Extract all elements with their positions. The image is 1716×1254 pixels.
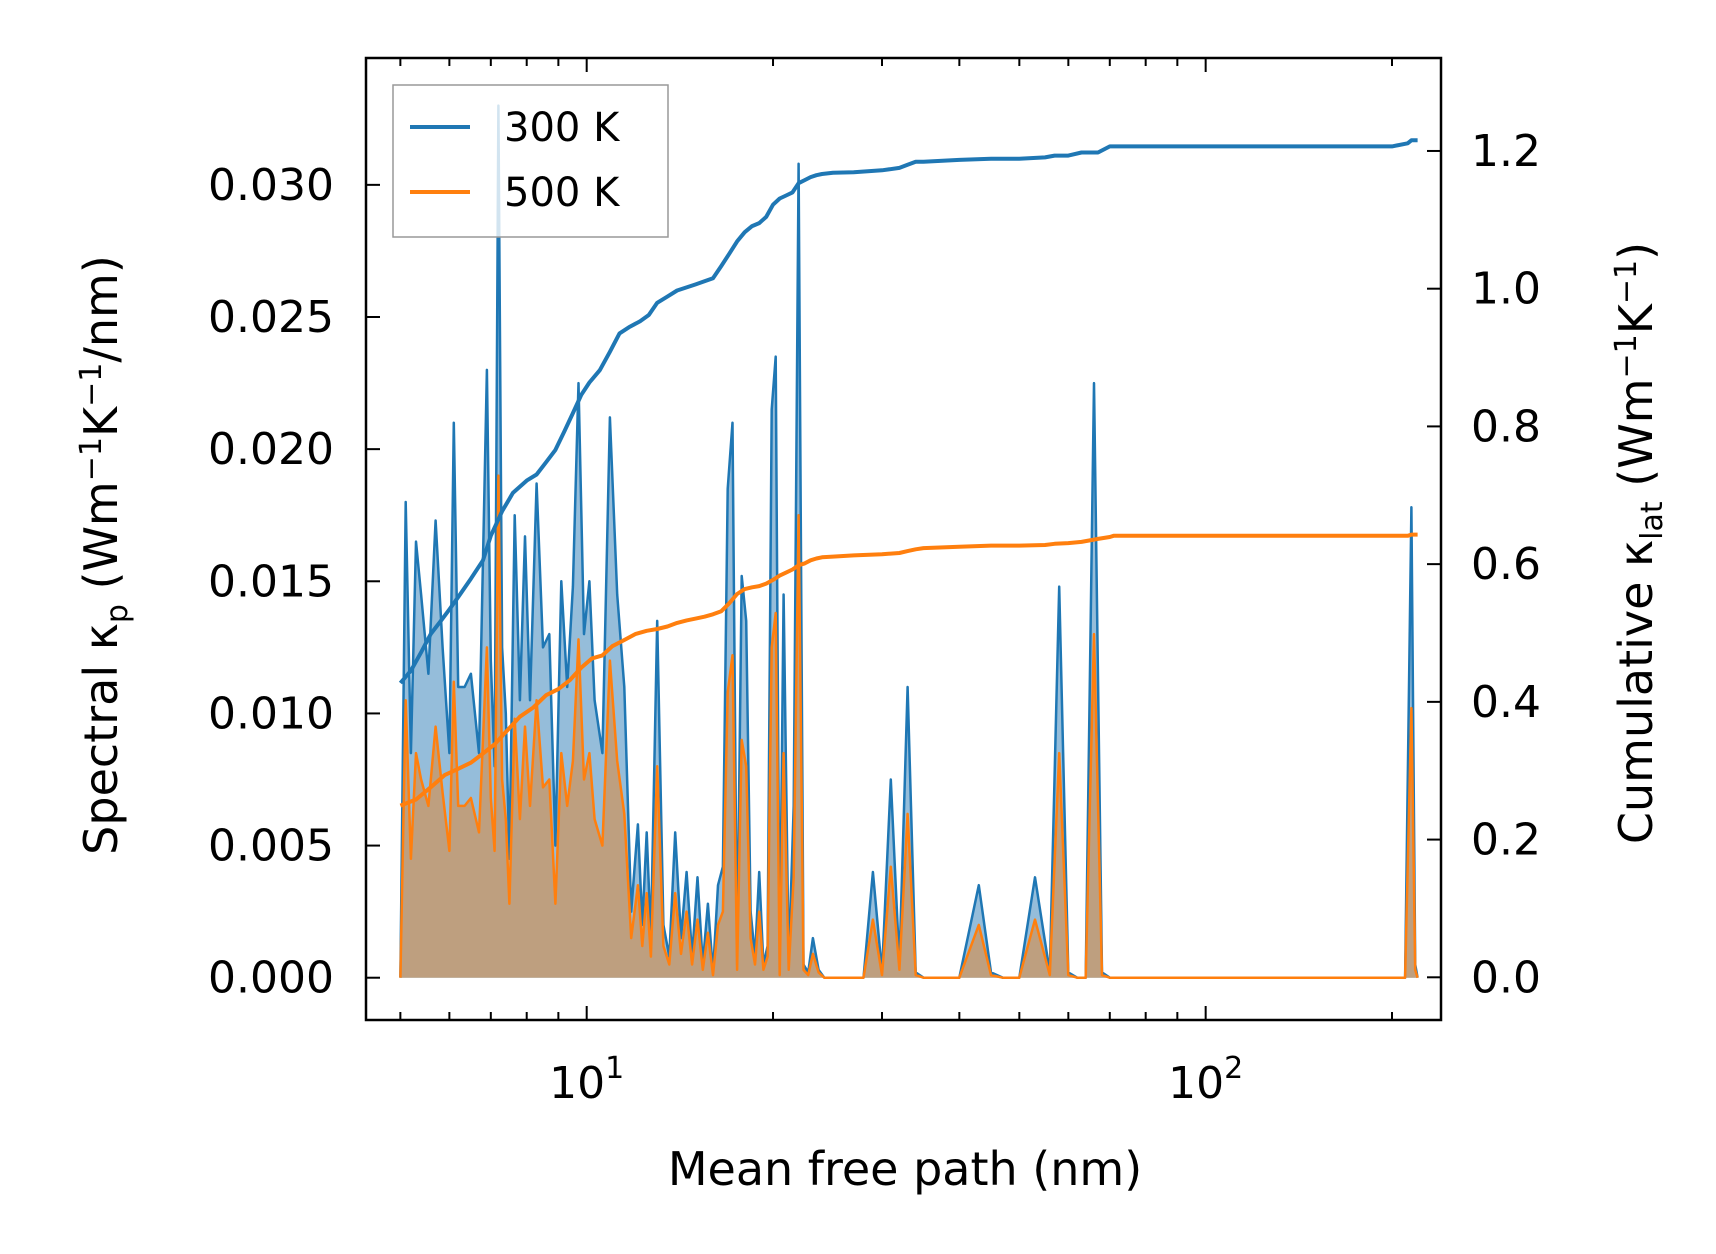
y-tick-label: 0.015 [208, 556, 334, 607]
y-tick-label: 0.005 [208, 821, 334, 872]
y-tick-label: 0.010 [208, 688, 334, 739]
cumulative-line-300k [398, 138, 1418, 685]
y2-tick-label: 1.0 [1471, 264, 1541, 315]
y2-tick-label: 0.4 [1471, 677, 1541, 728]
x-axis-label: Mean free path (nm) [668, 1142, 1142, 1196]
y-tick-label: 0.030 [208, 160, 334, 211]
legend-label-300k: 300 K [504, 105, 621, 151]
x-tick-label: 102 [1168, 1051, 1243, 1109]
y-tick-label: 0.020 [208, 424, 334, 475]
cumulative-line-500k [399, 532, 1418, 808]
y2-tick-label: 0.0 [1471, 952, 1541, 1003]
y-tick-label: 0.025 [208, 292, 334, 343]
y2-axis-label: Cumulative κlat (Wm−1K−1) [1609, 242, 1670, 844]
plot-area [398, 104, 1419, 979]
legend-label-500k: 500 K [504, 170, 621, 216]
y2-tick-label: 0.6 [1471, 539, 1541, 590]
x-tick-label: 101 [549, 1051, 624, 1109]
y2-tick-label: 1.2 [1471, 126, 1541, 177]
y-axis-label: Spectral κp (Wm−1K−1/nm) [74, 255, 135, 855]
axes: 0.000 0.005 0.010 0.015 0.020 0.025 0.030 0.0 0.… [208, 56, 1541, 1109]
axis-labels: Mean free path (nm) Spectral κp (Wm−1K−1… [74, 242, 1670, 1196]
y2-tick-label: 0.8 [1471, 401, 1541, 452]
spectral-line-500k [399, 474, 1419, 979]
legend: 300 K 500 K [392, 84, 669, 238]
plot-frame [364, 56, 1443, 1022]
y-tick-label: 0.000 [208, 953, 334, 1004]
legend-box [392, 84, 669, 238]
y2-tick-label: 0.2 [1471, 815, 1541, 866]
